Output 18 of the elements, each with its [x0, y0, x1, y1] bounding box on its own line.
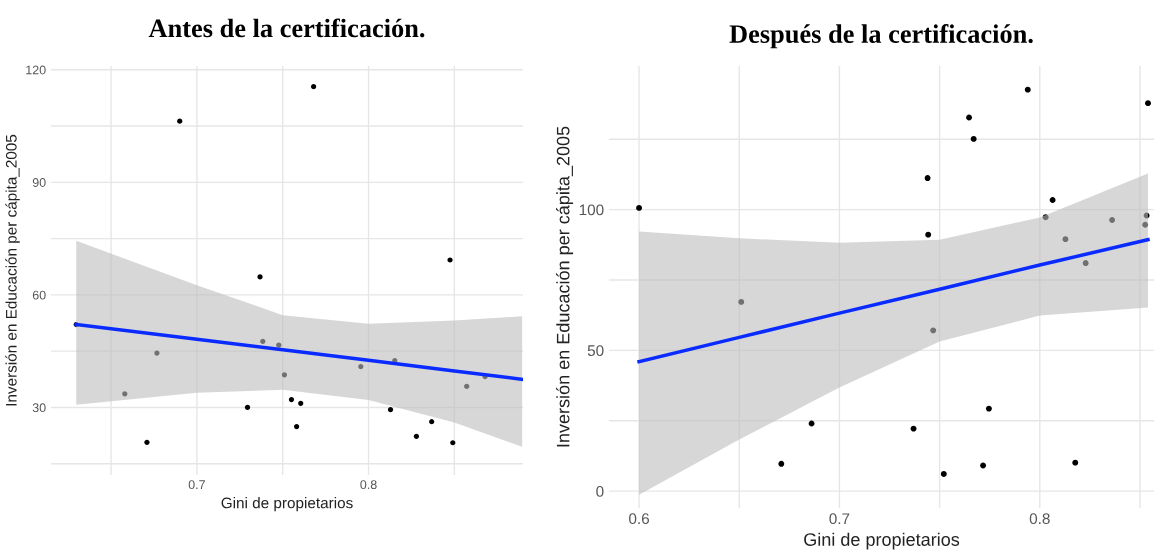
x-tick-label: 0.7	[829, 513, 850, 525]
x-axis-title: Gini de propietarios	[804, 532, 960, 550]
y-tick-label: 100	[579, 204, 604, 216]
x-tick-label: 0.7	[188, 480, 205, 490]
chart-title: Después de la certificación.	[729, 24, 1033, 49]
y-tick-label: 60	[32, 290, 46, 300]
x-tick-label: 0.6	[629, 513, 649, 525]
y-axis-title: Inversión en Educación per cápita_2005	[5, 134, 20, 406]
x-axis-title: Gini de propietarios	[221, 497, 353, 512]
y-tick-label: 90	[32, 178, 46, 187]
y-tick-label: 30	[32, 403, 46, 413]
y-tick-label: 0	[596, 485, 604, 497]
y-axis-title: Inversión en Educación per cápita_2005	[556, 126, 574, 447]
x-tick-label: 0.8	[1029, 513, 1050, 525]
y-tick-label: 50	[587, 345, 604, 357]
chart-title: Antes de la certificación.	[148, 18, 425, 38]
x-tick-label: 0.8	[360, 480, 377, 490]
y-tick-label: 120	[26, 65, 46, 75]
